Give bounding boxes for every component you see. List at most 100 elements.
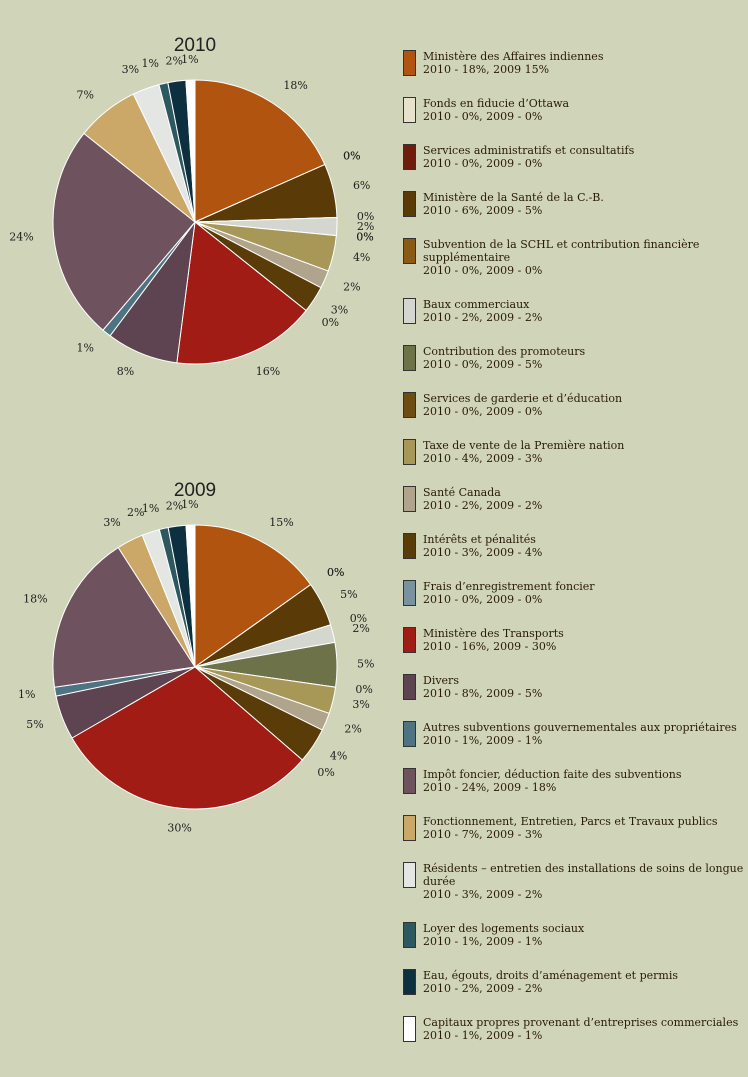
legend-text: Capitaux propres provenant d’entreprises… <box>423 1016 738 1042</box>
legend-entry: Fonds en fiducie d’Ottawa 2010 - 0%, 2009… <box>403 97 748 123</box>
slice-label: 5% <box>357 657 374 670</box>
legend-entry: Contribution des promoteurs 2010 - 0%, 20… <box>403 345 748 371</box>
slice-label: 1% <box>181 53 198 66</box>
slice-label: 4% <box>330 750 347 763</box>
legend-text: Autres subventions gouvernementales aux … <box>423 721 737 747</box>
legend-detail: 2010 - 16%, 2009 - 30% <box>423 640 557 653</box>
legend-detail: 2010 - 1%, 2009 - 1% <box>423 734 543 747</box>
legend-detail: 2010 - 0%, 2009 - 0% <box>423 264 543 277</box>
legend-name: Fonctionnement, Entretien, Parcs et Trav… <box>423 815 718 828</box>
legend-swatch <box>403 238 416 264</box>
slice-label: 24% <box>9 231 33 244</box>
slice-label: 15% <box>269 516 293 529</box>
slice-label: 6% <box>353 179 370 192</box>
legend-entry: Baux commerciaux 2010 - 2%, 2009 - 2% <box>403 298 748 324</box>
legend-entry: Résidents – entretien des installations … <box>403 862 748 901</box>
legend-name: Fonds en fiducie d’Ottawa <box>423 97 570 110</box>
slice-label: 0% <box>317 766 334 779</box>
slice-label: 3% <box>122 63 139 76</box>
legend-text: Frais d’enregistrement foncier 2010 - 0%,… <box>423 580 595 606</box>
legend-text: Santé Canada 2010 - 2%, 2009 - 2% <box>423 486 542 512</box>
pie-slice <box>194 79 326 223</box>
legend-text: Services administratifs et consultatifs 2… <box>423 144 634 170</box>
legend-detail: 2010 - 1%, 2009 - 1% <box>423 1029 543 1042</box>
legend-entry: Frais d’enregistrement foncier 2010 - 0%,… <box>403 580 748 606</box>
legend-entry: Services administratifs et consultatifs 2… <box>403 144 748 170</box>
legend-swatch <box>403 533 416 559</box>
slice-label: 2% <box>166 54 183 67</box>
legend-entry: Services de garderie et d’éducation 2010 … <box>403 392 748 418</box>
legend-entry: Autres subventions gouvernementales aux … <box>403 721 748 747</box>
legend-name: Ministère des Transports <box>423 627 564 640</box>
legend-name: Ministère de la Santé de la C.-B. <box>423 191 604 204</box>
legend-entry: Loyer des logements sociaux 2010 - 1%, 20… <box>403 922 748 948</box>
legend-swatch <box>403 50 416 76</box>
slice-label: 0% <box>343 149 360 162</box>
legend-entry: Ministère des Transports 2010 - 16%, 2009… <box>403 627 748 653</box>
legend-entry: Subvention de la SCHL et contribution fi… <box>403 238 748 277</box>
legend-text: Résidents – entretien des installations … <box>423 862 748 901</box>
legend-name: Loyer des logements sociaux <box>423 922 585 935</box>
slice-label: 16% <box>256 365 280 378</box>
legend-detail: 2010 - 3%, 2009 - 4% <box>423 546 543 559</box>
legend-swatch <box>403 439 416 465</box>
legend-detail: 2010 - 0%, 2009 - 0% <box>423 110 543 123</box>
slice-label: 0% <box>322 316 339 329</box>
slice-label: 0% <box>355 683 372 696</box>
legend-text: Subvention de la SCHL et contribution fi… <box>423 238 748 277</box>
legend-text: Fonctionnement, Entretien, Parcs et Trav… <box>423 815 718 841</box>
pie-slice <box>52 546 196 688</box>
legend-text: Impôt foncier, déduction faite des subve… <box>423 768 681 794</box>
legend-name: Eau, égouts, droits d’aménagement et per… <box>423 969 678 982</box>
legend-swatch <box>403 191 416 217</box>
legend-entry: Intérêts et pénalités 2010 - 3%, 2009 - 4… <box>403 533 748 559</box>
legend-swatch <box>403 922 416 948</box>
slice-label: 0% <box>327 566 344 579</box>
legend-detail: 2010 - 6%, 2009 - 5% <box>423 204 543 217</box>
legend-swatch <box>403 97 416 123</box>
pie-slice <box>194 524 312 668</box>
legend-name: Autres subventions gouvernementales aux … <box>423 721 737 734</box>
legend-text: Services de garderie et d’éducation 2010 … <box>423 392 622 418</box>
slice-label: 0% <box>356 231 373 244</box>
slice-label: 0% <box>350 612 367 625</box>
legend-entry: Ministère de la Santé de la C.-B. 2010 - … <box>403 191 748 217</box>
legend-detail: 2010 - 1%, 2009 - 1% <box>423 935 543 948</box>
legend-detail: 2010 - 0%, 2009 - 0% <box>423 405 543 418</box>
slice-label: 2% <box>352 622 369 635</box>
legend-detail: 2010 - 0%, 2009 - 0% <box>423 593 543 606</box>
slice-label: 30% <box>167 821 191 834</box>
legend-name: Ministère des Affaires indiennes <box>423 50 604 63</box>
legend-swatch <box>403 298 416 324</box>
legend-detail: 2010 - 24%, 2009 - 18% <box>423 781 557 794</box>
legend-detail: 2010 - 18%, 2009 15% <box>423 63 550 76</box>
legend-detail: 2010 - 2%, 2009 - 2% <box>423 311 543 324</box>
slice-label: 18% <box>283 79 307 92</box>
legend-name: Résidents – entretien des installations … <box>423 862 744 888</box>
legend-entry: Impôt foncier, déduction faite des subve… <box>403 768 748 794</box>
slice-label: 2% <box>127 506 144 519</box>
slice-label: 1% <box>142 502 159 515</box>
slice-label: 0% <box>343 149 360 162</box>
pie-slice <box>185 79 196 223</box>
legend-text: Eau, égouts, droits d’aménagement et per… <box>423 969 678 995</box>
legend-name: Santé Canada <box>423 486 501 499</box>
legend-detail: 2010 - 4%, 2009 - 3% <box>423 452 543 465</box>
pie-slice <box>176 221 307 365</box>
legend-text: Contribution des promoteurs 2010 - 0%, 20… <box>423 345 585 371</box>
legend-swatch <box>403 144 416 170</box>
legend-entry: Eau, égouts, droits d’aménagement et per… <box>403 969 748 995</box>
slice-label: 0% <box>357 210 374 223</box>
legend-detail: 2010 - 0%, 2009 - 5% <box>423 358 543 371</box>
charts: 201018%0%0%6%0%2%0%0%4%2%3%0%16%8%1%24%7… <box>9 35 374 834</box>
slice-label: 3% <box>331 303 348 316</box>
legend-name: Capitaux propres provenant d’entreprises… <box>423 1016 739 1029</box>
legend-name: Services administratifs et consultatifs <box>423 144 635 157</box>
legend-name: Services de garderie et d’éducation <box>423 392 623 405</box>
legend-name: Frais d’enregistrement foncier <box>423 580 595 593</box>
legend-text: Baux commerciaux 2010 - 2%, 2009 - 2% <box>423 298 542 324</box>
slice-label: 2% <box>357 220 374 233</box>
legend-name: Baux commerciaux <box>423 298 530 311</box>
slice-label: 7% <box>77 88 94 101</box>
